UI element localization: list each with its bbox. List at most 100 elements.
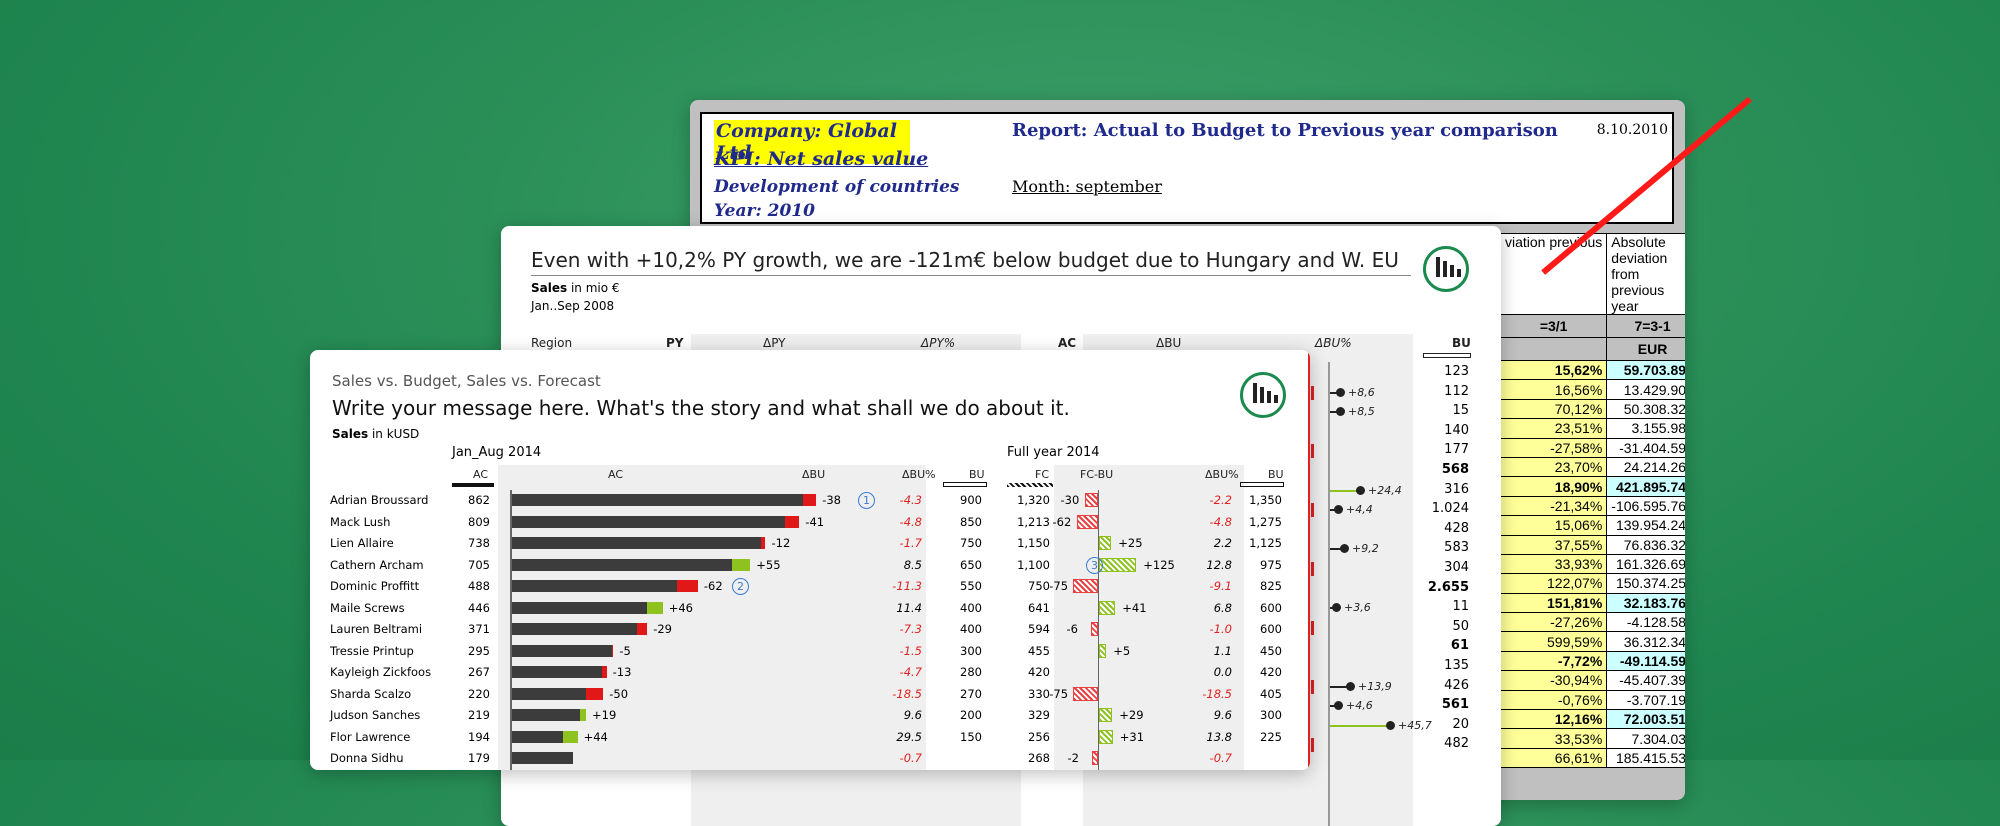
table-row[interactable]: Flor Lawrence 194 +44 29.5 150 256 +31 13.8 225 [310,727,1310,748]
fc-delta-pct: 0.0 [1213,665,1232,679]
red-edge-marker [1308,350,1310,770]
abs-cell[interactable]: -45.407.394 [1606,670,1685,691]
delta-label: +8,5 [1348,405,1375,419]
delta-label: +13,9 [1358,679,1392,693]
excel-row: -27,58%-31.404.590 [1499,437,1685,458]
table-row[interactable]: Sharda Scalzo 220 -50 -18.5 270 330 -75 -18.5 40… [310,684,1310,705]
table-row[interactable]: Tressie Printup 295 -5 -1.5 300 455 +5 1.1 450 [310,641,1310,662]
abs-cell[interactable]: 76.836.326 [1606,534,1685,555]
pct-cell[interactable]: 23,51% [1499,418,1608,439]
pct-cell[interactable]: 599,59% [1499,631,1608,652]
chart-title: Even with +10,2% PY growth, we are -121m… [531,248,1399,272]
bu-value: 550 [960,579,982,593]
delta-dot [1356,485,1365,495]
ac-bar [512,687,587,700]
bu-value: 20 [1452,716,1469,732]
table-row[interactable]: Adrian Broussard 862 -38 -4.3 900 1,320 -30 -2.… [310,490,1310,511]
ac-value: 488 [468,579,490,593]
company-label: Company: Global Ltd [714,120,910,164]
pct-cell[interactable]: 15,62% [1499,359,1608,381]
table-row[interactable]: Dominic Proffitt 488 -62 -11.3 550 750 -75 -9.1… [310,576,1310,597]
abs-cell[interactable]: 7.304.035 [1606,728,1685,749]
pct-cell[interactable]: 33,93% [1499,553,1608,575]
fy-bu-value: 825 [1260,579,1282,593]
abs-cell[interactable]: 50.308.327 [1606,398,1685,420]
annotation-marker[interactable]: 1 [858,492,875,509]
abs-cell[interactable]: -106.595.769 [1606,495,1685,517]
delta-dot [1334,505,1343,515]
abs-cell[interactable]: -31.404.590 [1606,437,1685,458]
fc-delta-pct: -9.1 [1209,579,1232,593]
ac-header: AC [473,468,489,481]
delta-dot [1332,603,1341,613]
pct-cell[interactable]: 37,55% [1499,534,1608,555]
table-row[interactable]: Kayleigh Zickfoos 267 -13 -4.7 280 420 0.0 420 [310,662,1310,683]
ac-bar [512,623,638,635]
abs-cell[interactable]: 3.155.989 [1606,418,1685,439]
bu-value: 270 [960,686,982,701]
delta-value: -41 [805,514,825,529]
table-row[interactable]: Lauren Beltrami 371 -29 -7.3 400 594 -6 -1.0 600 [310,619,1310,640]
abs-cell[interactable]: -4.128.582 [1606,612,1685,633]
salesperson-name: Judson Sanches [330,708,421,722]
abs-cell[interactable]: 421.895.748 [1606,476,1685,497]
kpi-label[interactable]: KPI: Net sales value [714,148,929,170]
abs-cell[interactable]: -49.114.591 [1606,650,1685,672]
abs-cell[interactable]: 32.183.765 [1606,592,1685,614]
pct-cell[interactable]: -27,26% [1499,612,1608,633]
dbup-header: ΔBU% [902,468,936,481]
pct-cell[interactable]: -21,34% [1499,495,1608,517]
table-row[interactable]: Donna Sidhu 179 -0.7 268 -2 -0.7 [310,748,1310,769]
table-row[interactable]: Maile Screws 446 +46 11.4 400 641 +41 6.8 600 [310,598,1310,619]
pct-cell[interactable]: 18,90% [1499,476,1608,497]
abs-cell[interactable]: -3.707.197 [1606,689,1685,711]
table-row[interactable]: Cathern Archam 705 +55 8.5 650 1,100 +125 12.8 9… [310,555,1310,576]
fc-delta-bar [1099,557,1137,572]
pct-cell[interactable]: 66,61% [1499,747,1608,769]
abs-cell[interactable]: 59.703.899 [1606,359,1685,381]
abs-cell[interactable]: 13.429.909 [1606,379,1685,400]
table-row[interactable]: Judson Sanches 219 +19 9.6 200 329 +29 9.6 300 [310,705,1310,726]
abs-cell[interactable]: 72.003.514 [1606,709,1685,730]
abs-cell[interactable]: 161.326.692 [1606,553,1685,575]
abs-cell[interactable]: 150.374.252 [1606,573,1685,594]
pct-cell[interactable]: 33,53% [1499,728,1608,749]
delta-label: +4,4 [1346,503,1373,517]
pct-cell[interactable]: -30,94% [1499,670,1608,691]
development-label: Development of countries [714,177,960,197]
bu-value: 50 [1452,618,1469,634]
sales-unit: Sales in kUSD [332,427,419,441]
sales-word: Sales [332,427,369,441]
pct-cell[interactable]: 16,56% [1499,379,1608,400]
pct-cell[interactable]: 15,06% [1499,515,1608,536]
abs-cell[interactable]: 24.214.264 [1606,456,1685,478]
fc-delta-value: +31 [1119,729,1145,744]
pct-cell[interactable]: 151,81% [1499,592,1608,614]
abs-cell[interactable]: 36.312.347 [1606,631,1685,652]
salesperson-name: Lauren Beltrami [330,622,423,636]
annotation-marker[interactable]: 3 [1086,556,1103,574]
ac-axis [510,490,512,770]
annotation-marker[interactable]: 2 [732,578,749,595]
pct-cell[interactable]: -0,76% [1499,689,1608,711]
pct-cell[interactable]: 122,07% [1499,573,1608,594]
table-row[interactable]: Lien Allaire 738 -12 -1.7 750 1,150 +25 2.2 1,12… [310,533,1310,554]
abs-cell[interactable]: 139.954.247 [1606,515,1685,536]
delta-bar [562,730,578,743]
delta-value: -13 [612,665,632,679]
chart-message[interactable]: Write your message here. What's the stor… [332,396,1070,420]
delta-stem [1330,489,1360,492]
delta-pct: 9.6 [903,708,922,722]
ac-value: 219 [468,708,490,722]
delta-stem [1330,685,1350,688]
pct-cell[interactable]: 23,70% [1499,456,1608,478]
pct-header: viation previous [1499,233,1608,315]
salesperson-name: Donna Sidhu [330,751,404,765]
pct-cell[interactable]: -7,72% [1499,650,1608,672]
salesperson-name: Adrian Broussard [330,493,429,507]
pct-cell[interactable]: -27,58% [1499,437,1608,458]
pct-cell[interactable]: 70,12% [1499,398,1608,420]
table-row[interactable]: Mack Lush 809 -41 -4.8 850 1,213 -62 -4.8 1,275 [310,512,1310,533]
abs-cell[interactable]: 185.415.535 [1606,747,1685,769]
pct-cell[interactable]: 12,16% [1499,709,1608,730]
